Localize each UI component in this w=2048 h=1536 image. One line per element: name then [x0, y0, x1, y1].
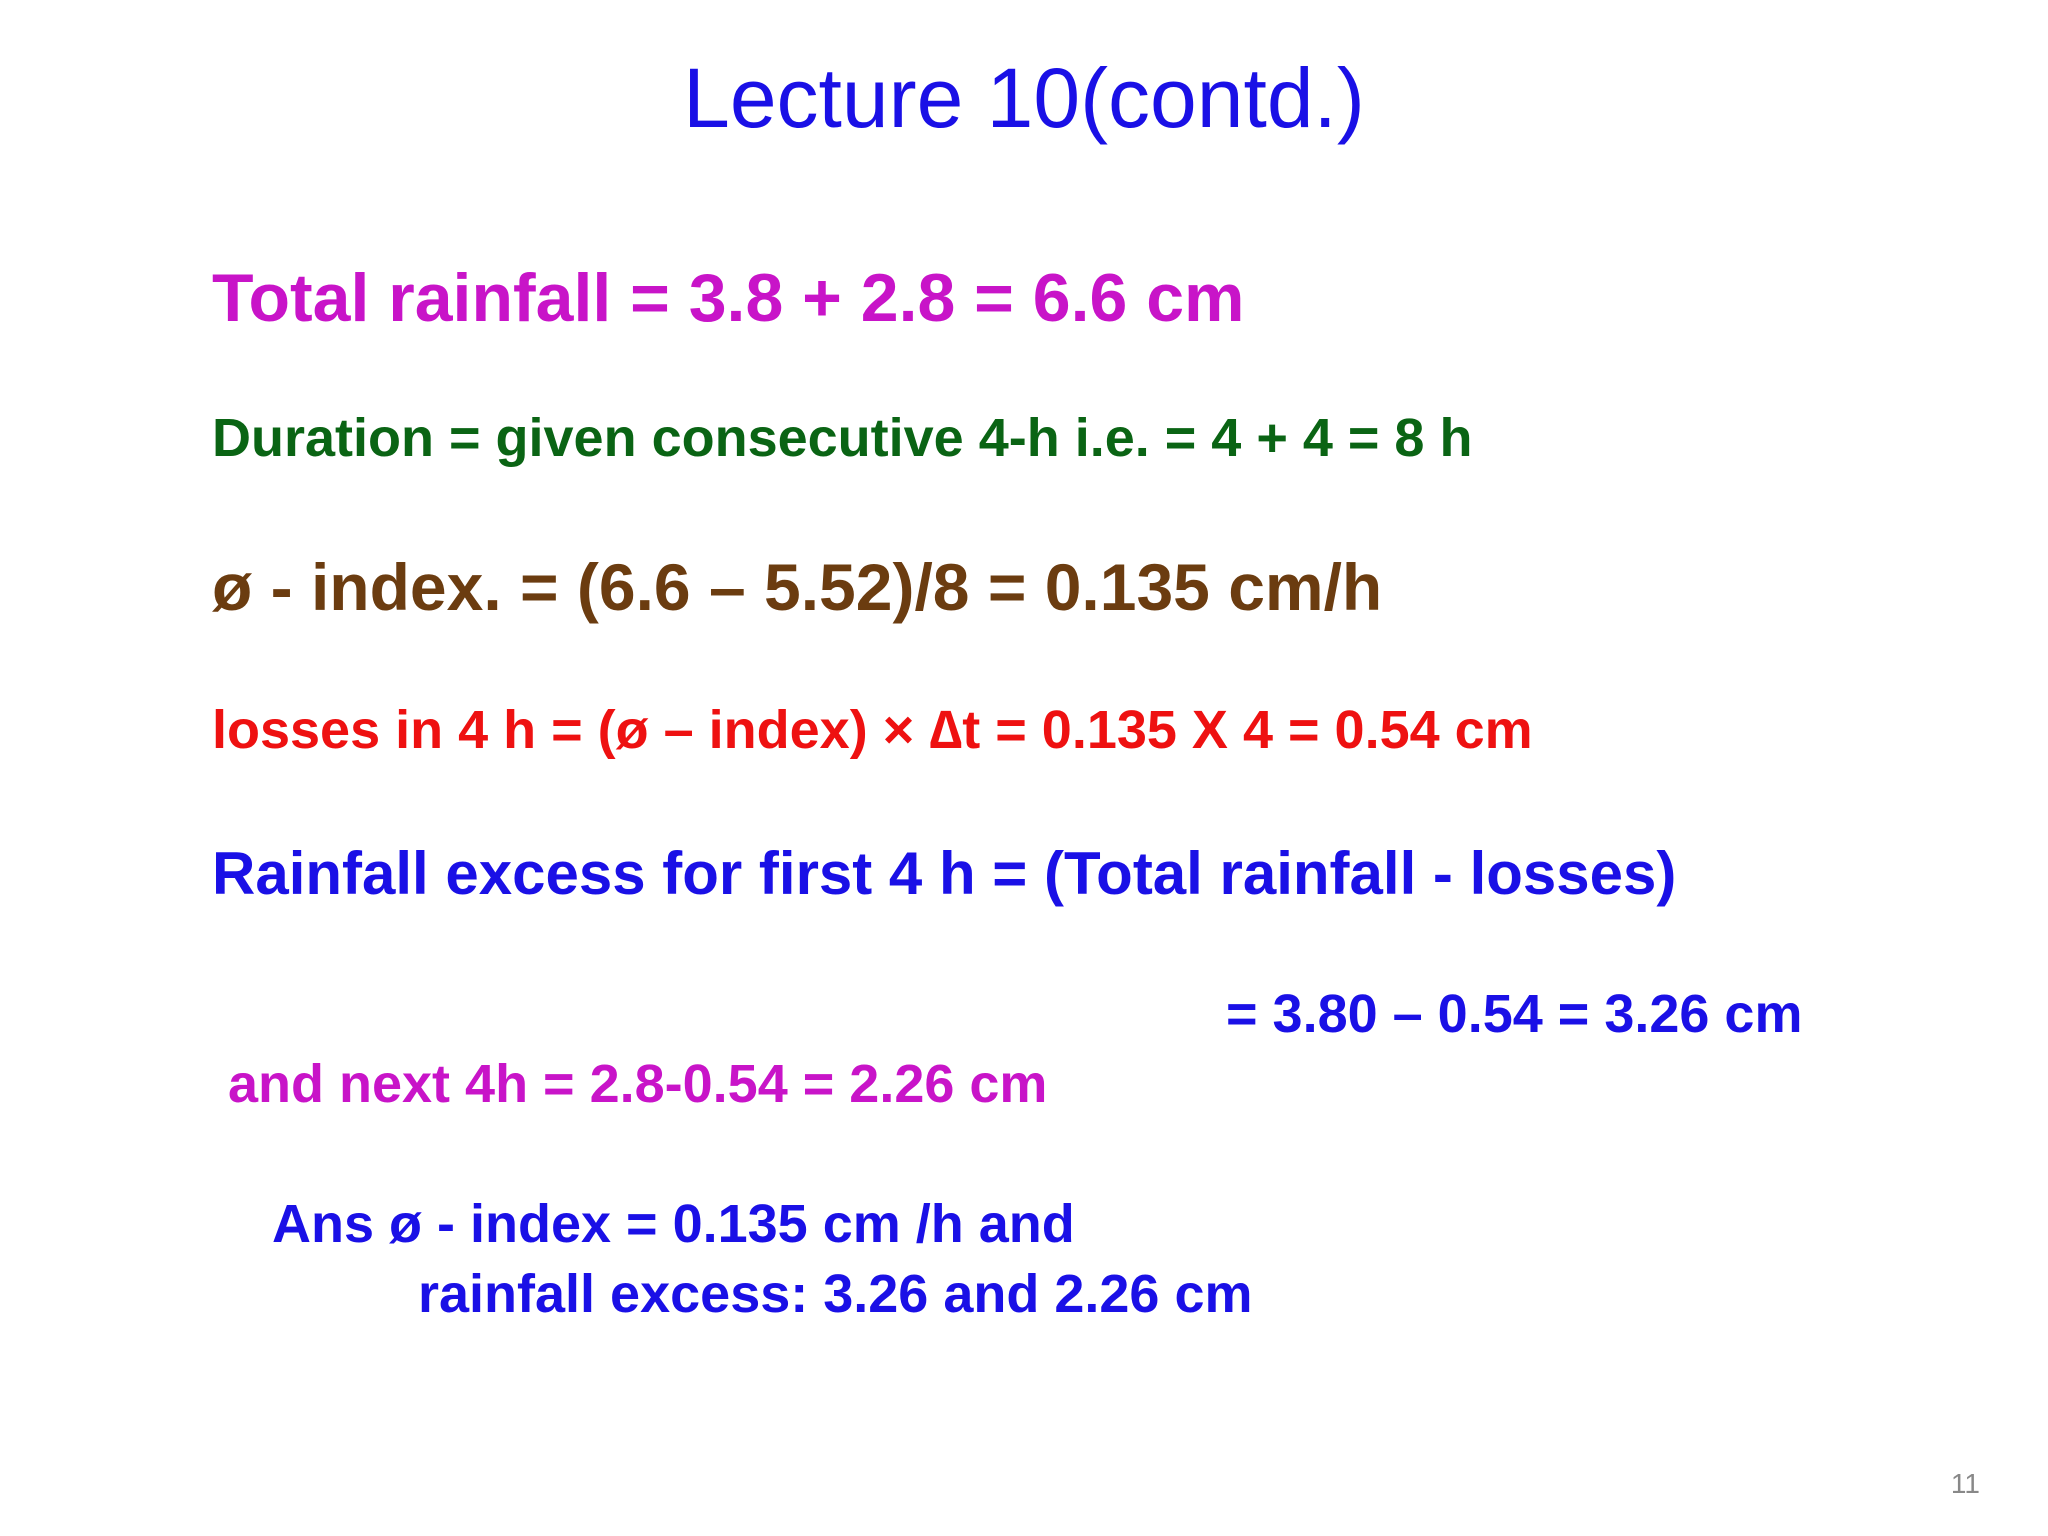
duration-line: Duration = given consecutive 4-h i.e. = … — [212, 408, 1473, 468]
slide-title: Lecture 10(contd.) — [683, 51, 1365, 145]
rainfall-excess-heading: Rainfall excess for first 4 h = (Total r… — [212, 840, 1677, 907]
phi-index-line: ø - index. = (6.6 – 5.52)/8 = 0.135 cm/h — [212, 550, 1383, 624]
rainfall-excess-next-line: and next 4h = 2.8-0.54 = 2.26 cm — [228, 1054, 1048, 1114]
total-rainfall-line: Total rainfall = 3.8 + 2.8 = 6.6 cm — [212, 260, 1245, 336]
answer-rainfall-excess-line: rainfall excess: 3.26 and 2.26 cm — [418, 1264, 1253, 1324]
answer-phi-index-line: Ans ø - index = 0.135 cm /h and — [272, 1194, 1075, 1254]
page-number: 11 — [1950, 1468, 1980, 1499]
rainfall-excess-first-result: = 3.80 – 0.54 = 3.26 cm — [1226, 984, 1803, 1044]
losses-line: losses in 4 h = (ø – index) × ∆t = 0.135… — [212, 700, 1533, 760]
